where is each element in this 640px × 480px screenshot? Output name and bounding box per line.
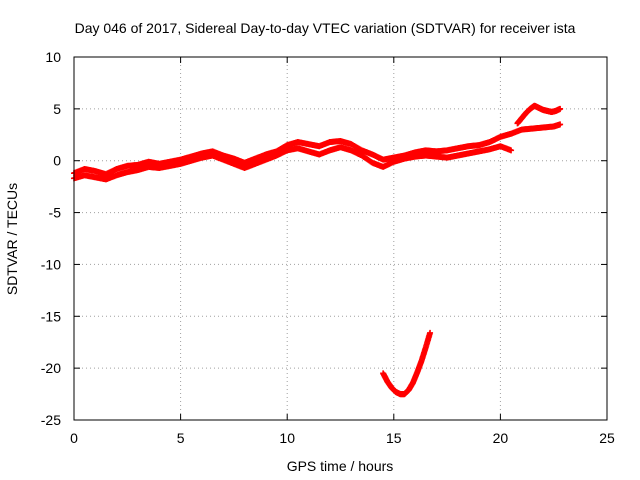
data-points: [71, 102, 564, 398]
y-tick-label: -15: [41, 308, 61, 324]
data-point: [508, 147, 515, 154]
x-tick-label: 10: [279, 430, 295, 446]
y-tick-label: -20: [41, 360, 61, 376]
x-tick-label: 5: [177, 430, 185, 446]
plot-frame: [73, 56, 608, 421]
y-tick-label: -5: [49, 205, 62, 221]
x-tick-label: 15: [386, 430, 402, 446]
x-tick-label: 25: [599, 430, 615, 446]
y-tick-label: 10: [45, 49, 61, 65]
data-point: [557, 121, 564, 128]
x-axis-label: GPS time / hours: [287, 458, 394, 474]
data-point: [557, 105, 564, 112]
y-tick-label: -10: [41, 256, 61, 272]
axis-ticks: [73, 56, 608, 421]
y-tick-label: 5: [53, 101, 61, 117]
y-axis-label: SDTVAR / TECUs: [4, 183, 20, 295]
chart-title: Day 046 of 2017, Sidereal Day-to-day VTE…: [75, 20, 576, 36]
y-tick-label: 0: [53, 153, 61, 169]
x-tick-labels: 0 5 10 15 20 25: [70, 430, 615, 446]
x-tick-label: 20: [493, 430, 509, 446]
x-tick-label: 0: [70, 430, 78, 446]
y-tick-label: -25: [41, 412, 61, 428]
y-tick-labels: 10 5 0 -5 -10 -15 -20 -25: [41, 49, 61, 428]
data-point: [427, 329, 434, 336]
